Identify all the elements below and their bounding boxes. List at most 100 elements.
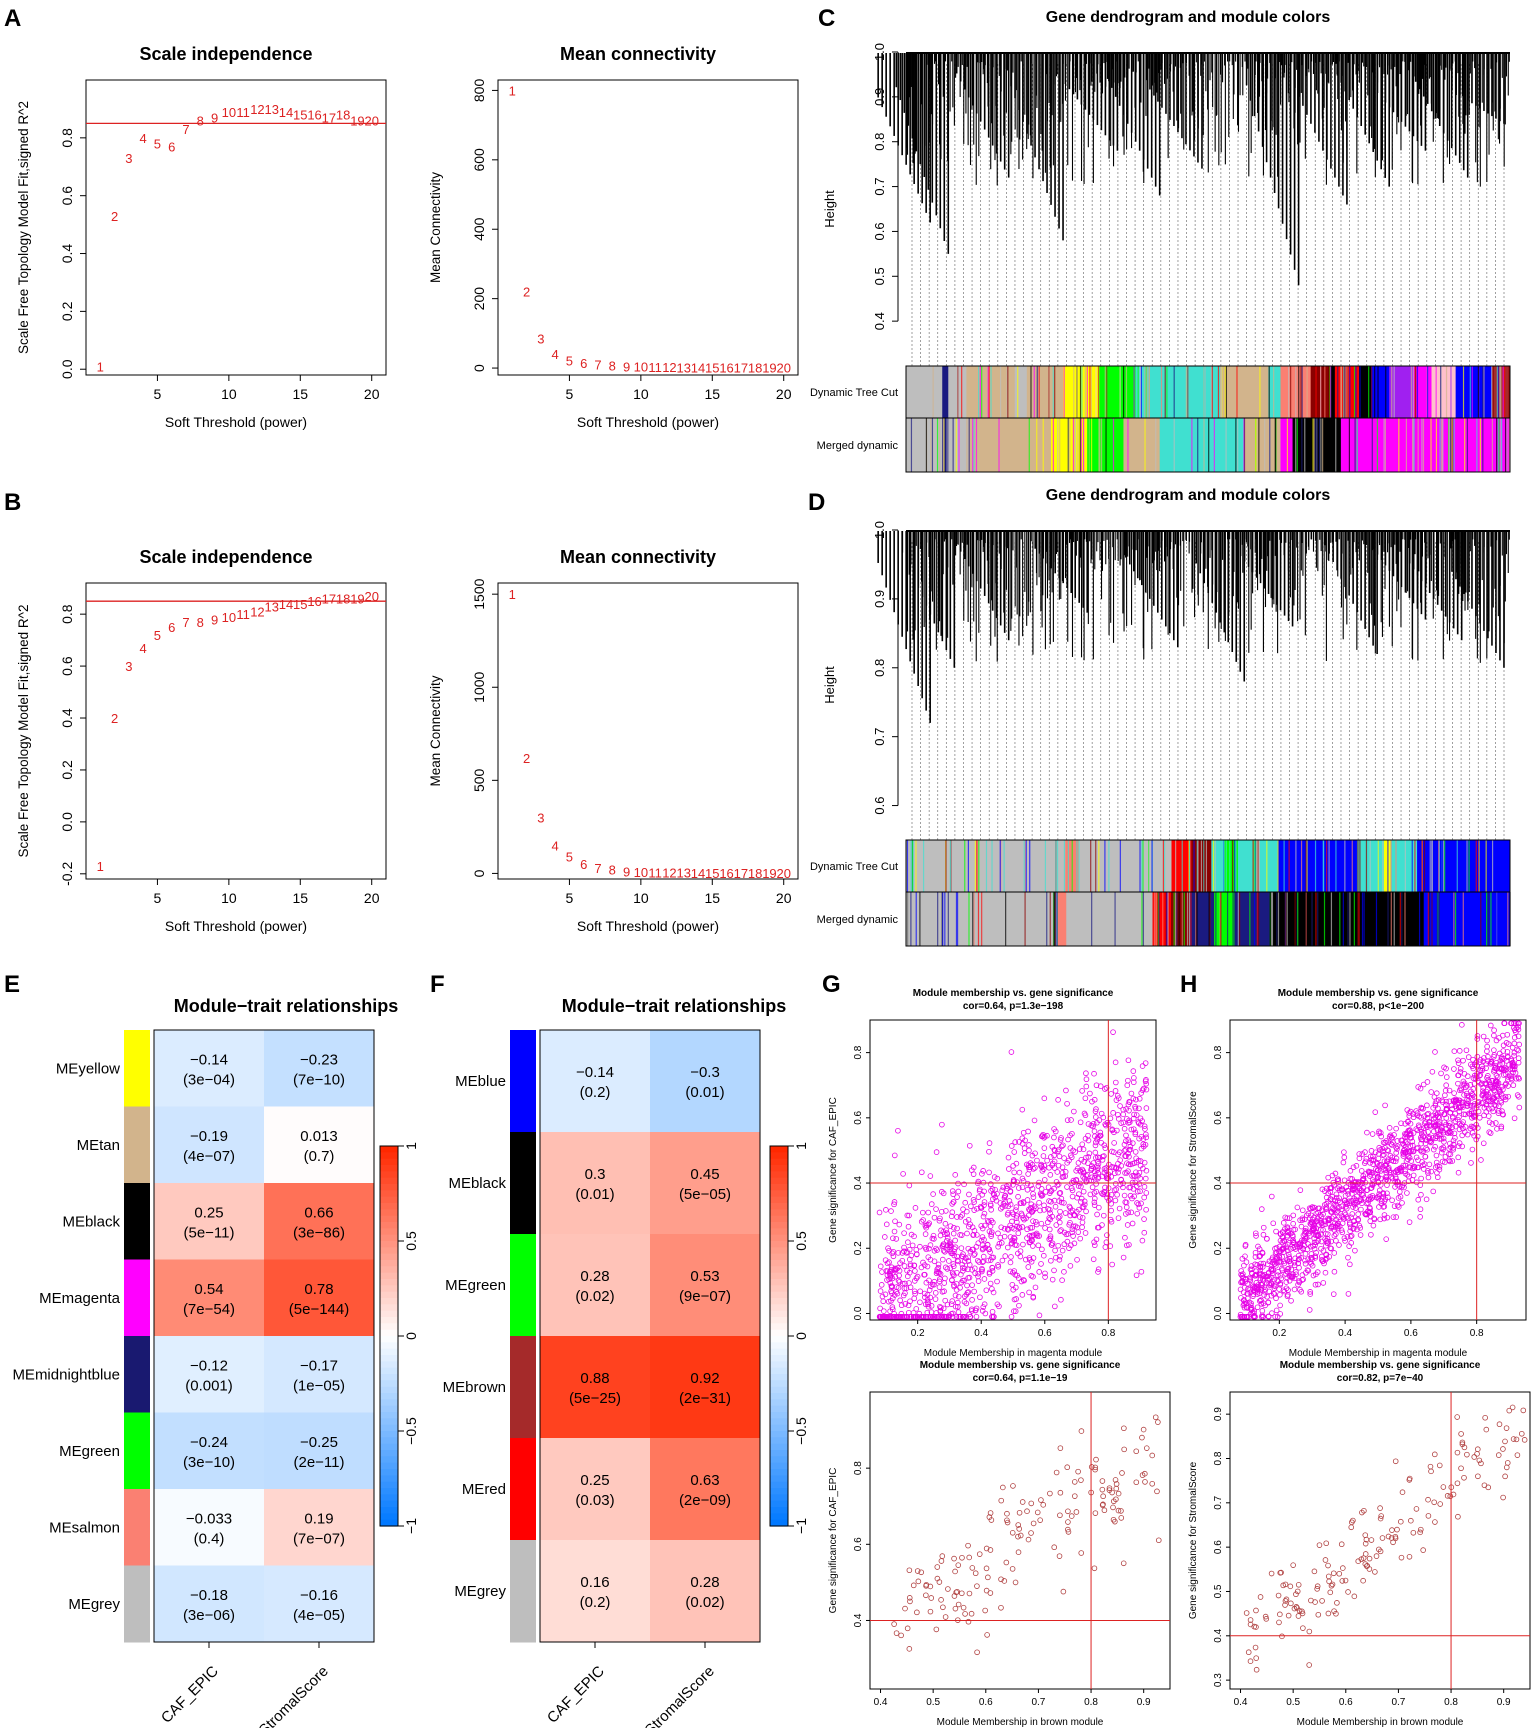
data-point [970,1232,976,1238]
data-point [1461,1092,1467,1098]
data-point [1092,1149,1099,1156]
colorbar-swatch [770,1437,788,1445]
merged-dynamic-row-stripe [1284,892,1286,946]
data-point [1082,1230,1089,1236]
data-point [1339,1229,1346,1236]
data-point [1097,1132,1103,1139]
heatmap-cell [264,1565,375,1643]
chart-title: Module membership vs. gene significance [913,988,1114,999]
dynamic-tree-cut-row-stripe [1440,366,1442,418]
data-point [1296,1264,1302,1271]
data-point [1013,1204,1020,1210]
colorbar-swatch [770,1253,788,1261]
merged-dynamic-row-stripe [1056,892,1058,946]
dynamic-tree-cut-row-stripe [976,840,978,892]
data-point [992,1194,999,1201]
data-point [1433,1152,1440,1159]
data-point [1091,1070,1097,1077]
dynamic-tree-cut-row-stripe [999,366,1002,418]
data-point [1498,1054,1505,1060]
dynamic-tree-cut-row-stripe [1084,366,1086,418]
data-point [1005,1227,1011,1233]
dynamic-tree-cut-row-stripe [1223,840,1225,892]
data-point [1046,1215,1052,1221]
data-point [1358,1168,1365,1174]
data-point [1002,1253,1009,1259]
data-point [1340,1159,1347,1166]
module-color-swatch [510,1540,536,1643]
data-point [1241,1262,1247,1269]
data-point [1123,1138,1129,1144]
data-point [1124,1160,1130,1166]
colorbar-swatch [380,1215,398,1223]
module-color-swatch [510,1132,536,1235]
cell-pvalue: (2e−31) [679,1390,731,1407]
data-point [1019,1212,1025,1219]
data-point [1368,1231,1374,1238]
merged-dynamic-row-stripe [956,892,959,946]
dynamic-tree-cut-row-segment [1417,840,1511,892]
data-point [888,1264,895,1270]
data-point [1356,1151,1363,1157]
data-point [1010,1163,1016,1169]
data-point [1040,1153,1047,1159]
merged-dynamic-row-stripe [1028,418,1030,472]
merged-dynamic-row-stripe [1036,418,1038,472]
data-point [1281,1237,1287,1244]
cell-pvalue: (4e−07) [183,1148,235,1165]
data-point [1456,1126,1463,1133]
data-point [989,1254,995,1261]
data-point [980,1213,987,1220]
data-point-label: 1 [97,359,104,374]
data-point [1404,1107,1411,1113]
data-point-label: 3 [125,659,132,674]
y-axis-label: Mean Connectivity [428,172,443,283]
heatmap-cell [264,1106,375,1184]
data-point [974,1232,980,1238]
data-point [1256,1253,1263,1260]
data-point [1457,1065,1464,1072]
dynamic-tree-cut-row-stripe [1104,366,1106,418]
x-tick-label: 10 [633,890,649,906]
dynamic-tree-cut-row-segment [1078,840,1172,892]
data-point [941,1288,947,1295]
merged-dynamic-row-stripe [1157,892,1159,946]
data-point [929,1281,936,1288]
merged-dynamic-row-stripe [1490,892,1492,946]
data-point [1142,1175,1149,1182]
merged-dynamic-row-stripe [1233,892,1235,946]
merged-dynamic-row-stripe [936,418,939,472]
data-point [1091,1242,1098,1249]
data-point [1114,1093,1121,1099]
data-point [1051,1134,1057,1141]
data-point [1013,1213,1020,1219]
dynamic-tree-cut-row-stripe [1266,840,1268,892]
data-point [998,1224,1005,1231]
merged-dynamic-row-stripe [972,418,974,472]
merged-dynamic-row-stripe [1304,418,1306,472]
data-point [954,1194,960,1200]
y-tick-label: 0.9 [872,88,887,106]
heatmap-cell [650,1234,761,1337]
data-point [1143,1190,1150,1196]
data-point [922,1244,929,1251]
data-point [893,1236,900,1242]
data-point [1052,1247,1058,1254]
dynamic-tree-cut-row-stripe [1225,366,1227,418]
y-tick-label: 500 [471,768,487,792]
data-point [1357,1232,1364,1238]
data-point [1029,1152,1036,1159]
data-point [1077,1235,1083,1242]
colorbar-swatch [770,1310,788,1318]
panel-letter-b: B [4,489,21,516]
data-point [971,1252,977,1258]
data-point [1264,1236,1270,1242]
data-point [1411,1163,1417,1170]
colorbar-swatch [380,1450,398,1457]
data-point [1480,1033,1487,1040]
data-point [978,1223,985,1229]
data-point [1277,1272,1284,1279]
dynamic-tree-cut-row-stripe [1290,366,1292,418]
dynamic-tree-cut-row-stripe [1338,840,1340,892]
data-point [991,1174,998,1180]
